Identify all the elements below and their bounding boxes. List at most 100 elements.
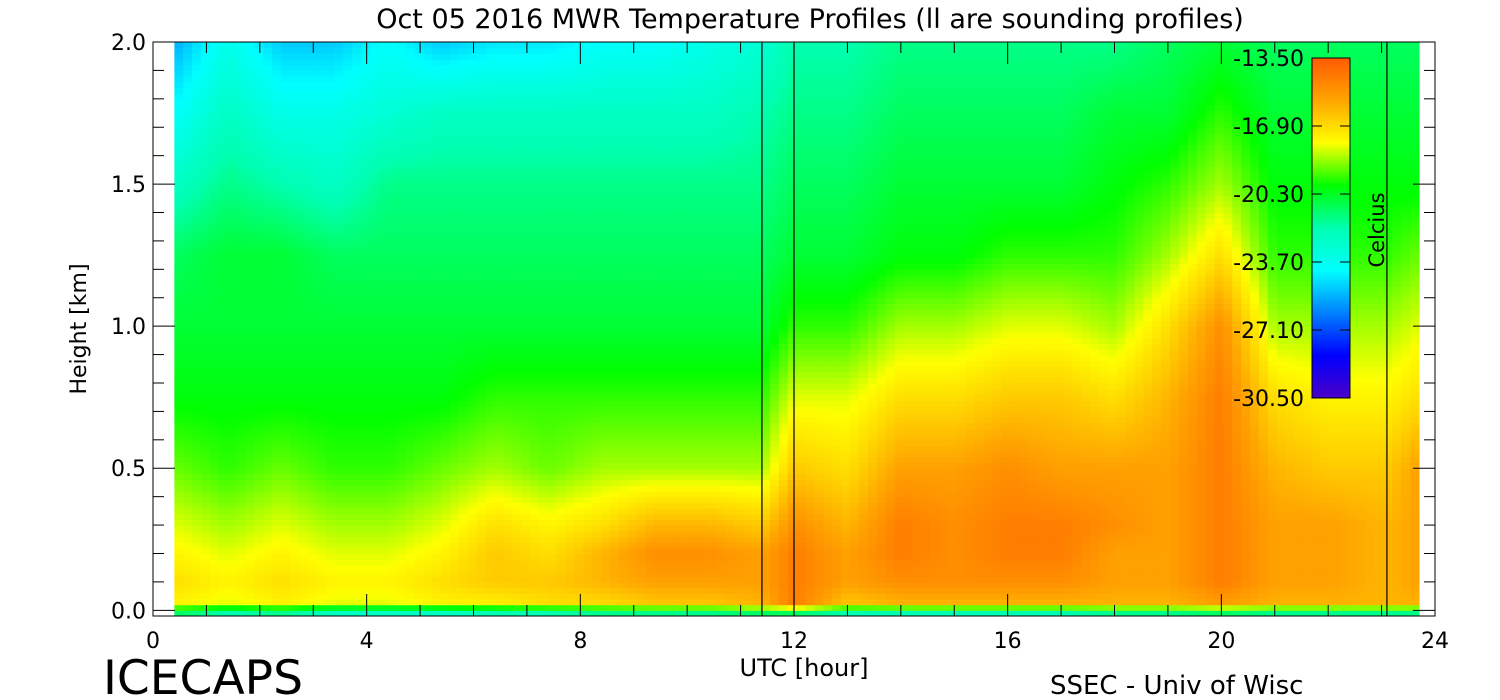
- heatmap-cell: [369, 138, 380, 145]
- heatmap-cell: [423, 218, 433, 225]
- heatmap-cell: [361, 70, 371, 77]
- heatmap-cell: [325, 297, 335, 305]
- heatmap-cell: [174, 445, 184, 452]
- heatmap-cell: [467, 598, 478, 606]
- heatmap-cell: [201, 263, 211, 270]
- heatmap-cell: [538, 508, 549, 515]
- heatmap-cell: [538, 371, 549, 378]
- heatmap-cell: [583, 547, 593, 555]
- heatmap-cell: [316, 269, 327, 276]
- heatmap-cell: [449, 496, 460, 503]
- heatmap-cell: [547, 400, 558, 407]
- heatmap-cell: [565, 297, 576, 305]
- heatmap-cell: [521, 400, 531, 407]
- heatmap-cell: [387, 257, 398, 265]
- heatmap-cell: [369, 405, 380, 412]
- heatmap-cell: [547, 542, 558, 549]
- heatmap-cell: [192, 547, 202, 555]
- heatmap-cell: [441, 519, 451, 526]
- heatmap-cell: [521, 257, 531, 265]
- heatmap-cell: [236, 490, 247, 498]
- heatmap-cell: [405, 343, 415, 350]
- heatmap-cell: [396, 320, 407, 327]
- heatmap-cell: [538, 246, 549, 253]
- heatmap-cell: [289, 297, 300, 305]
- heatmap-cell: [378, 195, 389, 202]
- heatmap-cell: [281, 297, 291, 305]
- heatmap-cell: [245, 411, 255, 418]
- heatmap-cell: [432, 360, 442, 367]
- heatmap-cell: [583, 598, 593, 606]
- heatmap-cell: [574, 201, 584, 208]
- heatmap-cell: [529, 292, 540, 299]
- heatmap-cell: [441, 87, 451, 94]
- heatmap-cell: [343, 360, 353, 367]
- heatmap-cell: [227, 377, 238, 384]
- heatmap-cell: [245, 155, 255, 162]
- heatmap-cell: [263, 502, 273, 509]
- heatmap-cell: [503, 508, 513, 515]
- heatmap-cell: [263, 536, 273, 543]
- heatmap-cell: [432, 439, 442, 447]
- heatmap-cell: [405, 235, 415, 242]
- heatmap-cell: [378, 223, 389, 231]
- heatmap-cell: [281, 303, 291, 310]
- heatmap-cell: [245, 343, 255, 350]
- heatmap-cell: [361, 201, 371, 208]
- heatmap-cell: [494, 434, 504, 441]
- heatmap-cell: [494, 127, 504, 134]
- heatmap-cell: [574, 155, 584, 162]
- heatmap-cell: [263, 59, 273, 66]
- heatmap-cell: [361, 326, 371, 333]
- heatmap-cell: [494, 280, 504, 287]
- heatmap-cell: [361, 252, 371, 259]
- heatmap-cell: [538, 411, 549, 418]
- heatmap-cell: [378, 286, 389, 293]
- heatmap-cell: [405, 536, 415, 543]
- heatmap-cell: [449, 263, 460, 270]
- heatmap-cell: [565, 240, 576, 248]
- heatmap-cell: [227, 456, 238, 464]
- heatmap-cell: [361, 343, 371, 350]
- heatmap-cell: [289, 382, 300, 390]
- heatmap-cell: [574, 593, 584, 600]
- heatmap-cell: [396, 286, 407, 293]
- heatmap-cell: [449, 547, 460, 555]
- heatmap-cell: [423, 149, 433, 157]
- heatmap-cell: [574, 149, 584, 157]
- heatmap-cell: [449, 405, 460, 412]
- heatmap-cell: [174, 218, 184, 225]
- heatmap-cell: [396, 195, 407, 202]
- heatmap-cell: [458, 314, 469, 322]
- heatmap-cell: [298, 229, 309, 236]
- heatmap-cell: [183, 513, 193, 520]
- heatmap-cell: [432, 496, 442, 503]
- heatmap-cell: [298, 81, 309, 89]
- heatmap-cell: [512, 314, 522, 322]
- heatmap-cell: [183, 98, 193, 106]
- heatmap-cell: [378, 525, 389, 532]
- heatmap-cell: [343, 206, 353, 214]
- heatmap-cell: [209, 144, 220, 151]
- heatmap-cell: [201, 47, 211, 54]
- heatmap-cell: [307, 42, 318, 49]
- heatmap-cell: [192, 519, 202, 526]
- heatmap-cell: [289, 155, 300, 162]
- heatmap-cell: [458, 98, 469, 106]
- heatmap-cell: [369, 371, 380, 378]
- heatmap-cell: [538, 502, 549, 509]
- heatmap-cell: [405, 365, 415, 373]
- heatmap-cell: [378, 127, 389, 134]
- heatmap-cell: [369, 530, 380, 538]
- heatmap-cell: [334, 275, 344, 282]
- heatmap-cell: [414, 542, 424, 549]
- heatmap-cell: [272, 286, 282, 293]
- heatmap-cell: [281, 167, 291, 174]
- heatmap-cell: [281, 337, 291, 344]
- heatmap-cell: [574, 110, 584, 117]
- heatmap-cell: [201, 343, 211, 350]
- heatmap-cell: [574, 47, 584, 54]
- heatmap-cell: [441, 485, 451, 492]
- heatmap-cell: [476, 496, 487, 503]
- heatmap-cell: [387, 172, 398, 179]
